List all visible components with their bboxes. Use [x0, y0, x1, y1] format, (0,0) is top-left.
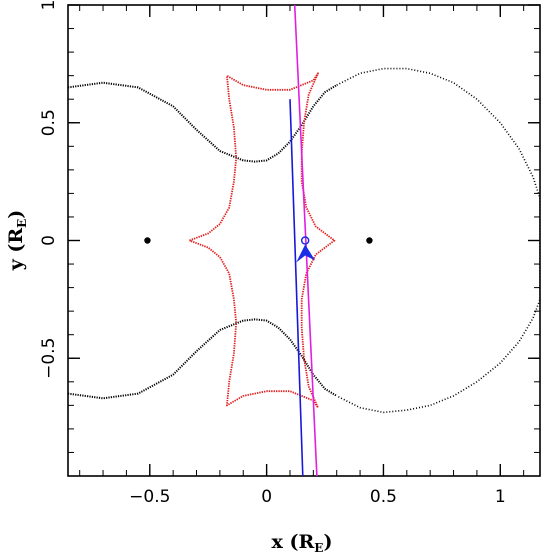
y-tick-label: −0.5	[39, 338, 59, 379]
y-tick-label: 1	[39, 0, 59, 10]
x-tick-label: 0	[261, 487, 272, 507]
plot-clip-group	[68, 5, 540, 476]
lens-point-1	[144, 237, 151, 244]
critical-curve-lower	[68, 318, 338, 400]
trajectory-magenta-line	[293, 5, 318, 476]
x-tick-label: 0.5	[370, 487, 397, 507]
y-tick-label: 0	[39, 235, 59, 246]
y-tick-label: 0.5	[39, 109, 59, 136]
x-tick-label: 1	[495, 487, 506, 507]
y-tick-group: −0.5 0 0.5 1	[39, 0, 540, 453]
lens-point-2	[366, 237, 373, 244]
source-marker	[300, 236, 310, 245]
caustic-curve	[189, 72, 336, 409]
trajectory-blue-line	[289, 99, 304, 476]
x-tick-label: −0.5	[129, 487, 170, 507]
critical-curve-upper	[68, 81, 338, 163]
plot-frame	[67, 4, 541, 477]
x-axis-label: x (RE)	[272, 531, 333, 555]
x-tick-group: −0.5 0 0.5 1	[79, 5, 525, 507]
y-axis-label: y (RE)	[5, 210, 29, 272]
source-direction-arrow	[296, 244, 316, 263]
